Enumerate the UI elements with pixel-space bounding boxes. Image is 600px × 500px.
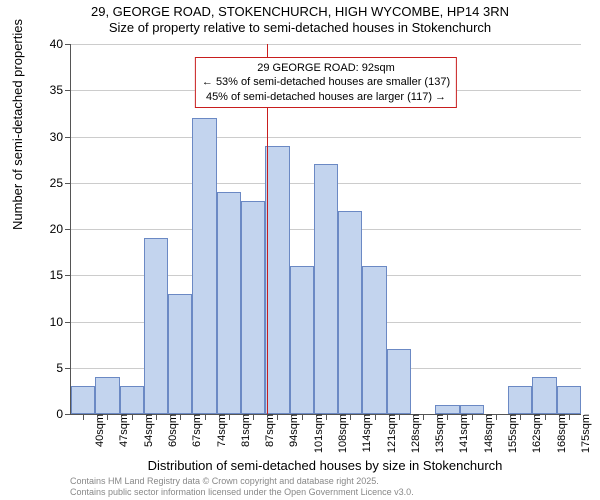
- x-tick-label: 135sqm: [428, 414, 446, 453]
- x-tick-label: 94sqm: [282, 414, 300, 447]
- x-tick: [375, 414, 376, 420]
- annotation-line: 29 GEORGE ROAD: 92sqm: [202, 61, 450, 75]
- footer-line-1: Contains HM Land Registry data © Crown c…: [70, 476, 414, 487]
- histogram-plot: 051015202530354040sqm47sqm54sqm60sqm67sq…: [70, 44, 581, 415]
- x-tick-label: 114sqm: [355, 414, 373, 452]
- x-tick: [472, 414, 473, 420]
- histogram-bar: [387, 349, 411, 414]
- title-line-2: Size of property relative to semi-detach…: [0, 20, 600, 36]
- x-tick: [520, 414, 521, 420]
- x-tick: [156, 414, 157, 420]
- histogram-bar: [144, 238, 168, 414]
- histogram-bar: [265, 146, 289, 414]
- x-tick-label: 128sqm: [404, 414, 422, 453]
- histogram-bar: [508, 386, 532, 414]
- y-tick-label: 35: [50, 83, 71, 97]
- x-axis-title: Distribution of semi-detached houses by …: [70, 458, 580, 473]
- x-tick: [132, 414, 133, 420]
- y-tick-label: 40: [50, 37, 71, 51]
- footer-credits: Contains HM Land Registry data © Crown c…: [70, 476, 414, 498]
- x-tick-label: 155sqm: [501, 414, 519, 453]
- gridline: [71, 137, 581, 138]
- x-tick: [253, 414, 254, 420]
- y-tick-label: 15: [50, 268, 71, 282]
- y-axis-title: Number of semi-detached properties: [10, 19, 25, 230]
- x-tick: [423, 414, 424, 420]
- x-tick: [496, 414, 497, 420]
- histogram-bar: [192, 118, 216, 414]
- histogram-bar: [71, 386, 95, 414]
- histogram-bar: [435, 405, 459, 414]
- annotation-line: 45% of semi-detached houses are larger (…: [202, 90, 450, 104]
- histogram-bar: [460, 405, 484, 414]
- histogram-bar: [168, 294, 192, 414]
- x-tick-label: 121sqm: [380, 414, 398, 453]
- y-tick-label: 25: [50, 176, 71, 190]
- x-tick: [447, 414, 448, 420]
- histogram-bar: [532, 377, 556, 414]
- histogram-bar: [338, 211, 362, 415]
- gridline: [71, 44, 581, 45]
- annotation-line: ← 53% of semi-detached houses are smalle…: [202, 75, 450, 89]
- x-tick-label: 87sqm: [258, 414, 276, 447]
- x-tick-label: 168sqm: [550, 414, 568, 453]
- x-tick: [350, 414, 351, 420]
- x-tick-label: 141sqm: [452, 414, 470, 453]
- footer-line-2: Contains public sector information licen…: [70, 487, 414, 498]
- x-tick: [569, 414, 570, 420]
- chart-title: 29, GEORGE ROAD, STOKENCHURCH, HIGH WYCO…: [0, 4, 600, 35]
- x-tick: [277, 414, 278, 420]
- x-tick-label: 54sqm: [137, 414, 155, 447]
- histogram-bar: [241, 201, 265, 414]
- x-tick: [399, 414, 400, 420]
- x-tick-label: 74sqm: [210, 414, 228, 447]
- histogram-bar: [557, 386, 581, 414]
- histogram-bar: [95, 377, 119, 414]
- y-tick-label: 5: [56, 361, 71, 375]
- x-tick-label: 67sqm: [185, 414, 203, 447]
- x-tick-label: 40sqm: [88, 414, 106, 447]
- histogram-bar: [290, 266, 314, 414]
- x-tick: [107, 414, 108, 420]
- x-tick: [302, 414, 303, 420]
- x-tick-label: 148sqm: [477, 414, 495, 453]
- title-line-1: 29, GEORGE ROAD, STOKENCHURCH, HIGH WYCO…: [0, 4, 600, 20]
- y-tick-label: 0: [56, 407, 71, 421]
- y-tick-label: 10: [50, 315, 71, 329]
- x-tick-label: 47sqm: [112, 414, 130, 447]
- histogram-bar: [217, 192, 241, 414]
- x-tick: [545, 414, 546, 420]
- histogram-bar: [314, 164, 338, 414]
- x-tick: [326, 414, 327, 420]
- histogram-bar: [362, 266, 386, 414]
- x-tick-label: 101sqm: [307, 414, 325, 453]
- x-tick: [205, 414, 206, 420]
- histogram-bar: [120, 386, 144, 414]
- x-tick-label: 81sqm: [234, 414, 252, 447]
- x-tick: [180, 414, 181, 420]
- x-tick-label: 108sqm: [331, 414, 349, 453]
- x-tick: [83, 414, 84, 420]
- x-tick: [229, 414, 230, 420]
- y-tick-label: 30: [50, 130, 71, 144]
- x-tick-label: 60sqm: [161, 414, 179, 447]
- y-tick-label: 20: [50, 222, 71, 236]
- x-tick-label: 175sqm: [574, 414, 592, 453]
- marker-annotation: 29 GEORGE ROAD: 92sqm← 53% of semi-detac…: [195, 57, 457, 108]
- x-tick-label: 162sqm: [525, 414, 543, 453]
